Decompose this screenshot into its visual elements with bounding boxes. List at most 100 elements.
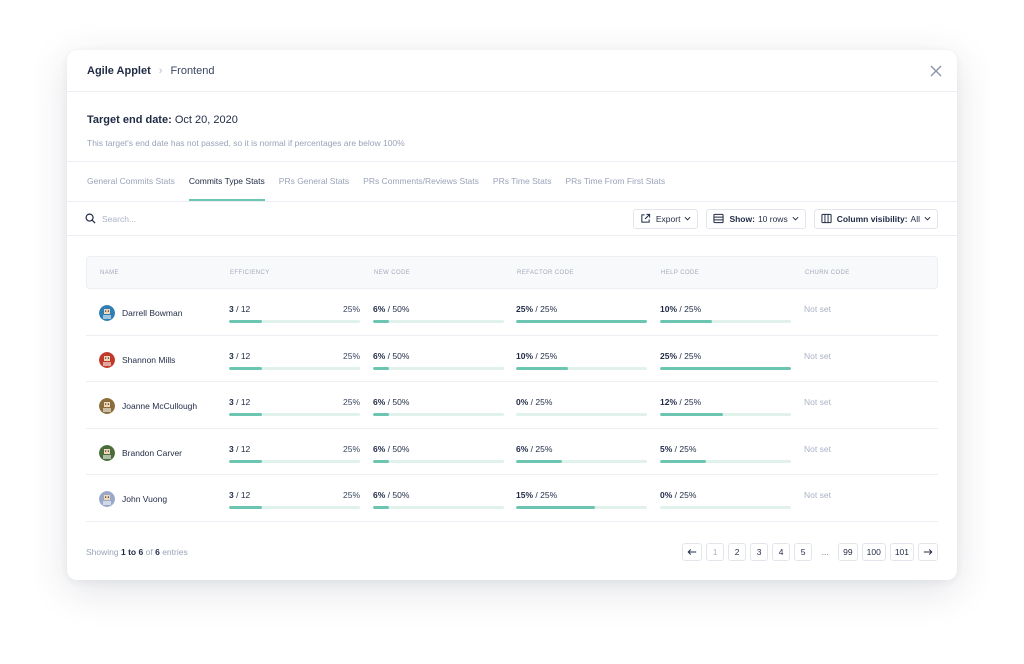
breadcrumb-app[interactable]: Agile Applet [87,64,151,77]
refactor-code-value: 0% [516,397,529,407]
entries-to-word: to [128,547,137,557]
person-name[interactable]: Darrell Bowman [122,308,183,318]
help-code-progress-fill [660,366,791,370]
new-code-progress-bar [373,366,504,370]
new-code-progress-bar [373,459,504,463]
target-label: Target end date: [87,114,172,126]
header-refactor-code[interactable]: REFACTOR CODE [517,269,574,276]
new-code-progress-fill [373,506,389,509]
refactor-code-target: 25% [540,350,558,361]
refactor-code-target: 25% [540,304,558,314]
pagination-ellipsis: ... [821,547,829,557]
new-code-cell: 6% / 50% [373,304,504,323]
person-name[interactable]: Shannon Mills [122,354,176,365]
churn-code-value: Not set [804,304,831,314]
close-icon[interactable] [929,64,943,78]
refactor-code-cell: 6% / 25% [516,444,647,463]
page-button[interactable]: 2 [728,543,747,561]
table-row[interactable]: Joanne McCullough 3 / 12 25% 6% / 50% 0% / 2… [86,382,938,429]
page-button[interactable]: 4 [772,543,791,561]
help-code-progress-fill [660,413,723,416]
columns-icon [821,213,832,224]
churn-code-value: Not set [804,350,831,361]
table-row[interactable]: Brandon Carver 3 / 12 25% 6% / 50% 6% / 25% 5… [86,429,938,475]
header-efficiency[interactable]: EFFICIENCY [230,269,270,276]
header-help-code[interactable]: HELP CODE [661,269,700,276]
refactor-code-cell: 0% / 25% [516,397,647,416]
help-code-progress-bar [660,320,791,323]
name-cell: Joanne McCullough [99,398,197,414]
name-cell: Shannon Mills [99,351,176,368]
page-button[interactable]: 101 [889,543,914,561]
help-code-value: 0% [660,490,673,500]
page-button[interactable]: 1 [706,543,725,561]
entries-from: 1 [120,547,126,557]
prev-page-button[interactable] [682,543,703,561]
header-new-code[interactable]: NEW CODE [374,269,411,276]
new-code-slash: / [385,304,393,314]
tab-prs-comments-reviews[interactable]: PRs Comments/Reviews Stats [363,175,479,186]
pagination: 1 2 3 4 5... 99 100 101 [678,543,938,561]
refactor-code-text: 15% / 25% [516,490,647,500]
export-button[interactable]: Export [632,208,699,229]
refactor-code-slash: / [533,490,541,500]
stats-modal: Agile Applet › Frontend Target end date:… [67,50,957,580]
refactor-code-target: 25% [535,443,553,454]
help-code-slash: / [677,350,685,361]
new-code-value: 6% [373,304,386,314]
tab-prs-time[interactable]: PRs Time Stats [492,175,552,186]
new-code-target: 50% [392,304,410,314]
page-button[interactable]: 99 [838,543,858,561]
show-value: 10 rows [757,213,788,224]
refactor-code-value: 25% [516,304,534,314]
header-churn-code[interactable]: CHURN CODE [805,269,850,276]
help-code-target: 25% [684,304,702,314]
new-code-text: 6% / 50% [373,304,504,314]
new-code-slash: / [385,397,393,407]
new-code-progress-fill [373,366,389,370]
name-cell: Darrell Bowman [99,305,182,321]
new-code-text: 6% / 50% [373,351,504,361]
new-code-text: 6% / 50% [373,444,504,454]
new-code-text: 6% / 50% [373,397,504,407]
header-name[interactable]: NAME [100,269,119,276]
efficiency-progress-bar [229,366,360,370]
efficiency-value: 3 [229,490,234,500]
efficiency-value: 3 [229,304,234,314]
tab-general-commits[interactable]: General Commits Stats [87,175,175,186]
next-page-button[interactable] [918,543,938,561]
tab-commits-type[interactable]: Commits Type Stats [188,162,265,201]
new-code-cell: 6% / 50% [373,397,504,416]
table-row[interactable]: Shannon Mills 3 / 12 25% 6% / 50% 10% / 25% 2… [86,336,938,382]
tab-prs-general[interactable]: PRs General Stats [278,175,350,186]
tab-prs-time-from-first[interactable]: PRs Time From First Stats [565,175,666,186]
help-code-target: 25% [684,397,702,407]
entries-of-word: of [145,547,153,557]
help-code-value: 25% [660,350,678,361]
refactor-code-value: 15% [516,490,534,500]
help-code-slash: / [672,443,680,454]
efficiency-cell: 3 / 12 25% [229,444,360,463]
efficiency-percent: 25% [342,443,360,454]
page-button[interactable]: 5 [794,543,813,561]
search-input[interactable] [102,213,302,224]
show-rows-select[interactable]: Show: 10 rows [706,208,806,229]
new-code-slash: / [385,350,393,361]
page-button[interactable]: 100 [861,543,886,561]
column-visibility-select[interactable]: Column visibility: All [813,208,938,229]
table-row[interactable]: Darrell Bowman 3 / 12 25% 6% / 50% 25% / 25%… [86,289,938,336]
efficiency-progress-bar [229,506,360,509]
new-code-target: 50% [392,443,410,454]
person-name[interactable]: Brandon Carver [122,447,183,458]
show-label: Show: [729,213,755,224]
new-code-cell: 6% / 50% [373,490,504,509]
avatar [99,351,115,368]
refactor-code-cell: 10% / 25% [516,351,647,370]
new-code-slash: / [385,490,393,500]
person-name[interactable]: John Vuong [122,494,168,504]
refactor-code-value: 6% [516,443,529,454]
person-name[interactable]: Joanne McCullough [122,401,198,411]
efficiency-text: 3 / 12 25% [229,397,360,407]
page-button[interactable]: 3 [750,543,769,561]
table-row[interactable]: John Vuong 3 / 12 25% 6% / 50% 15% / 25% 0% /… [86,475,938,522]
